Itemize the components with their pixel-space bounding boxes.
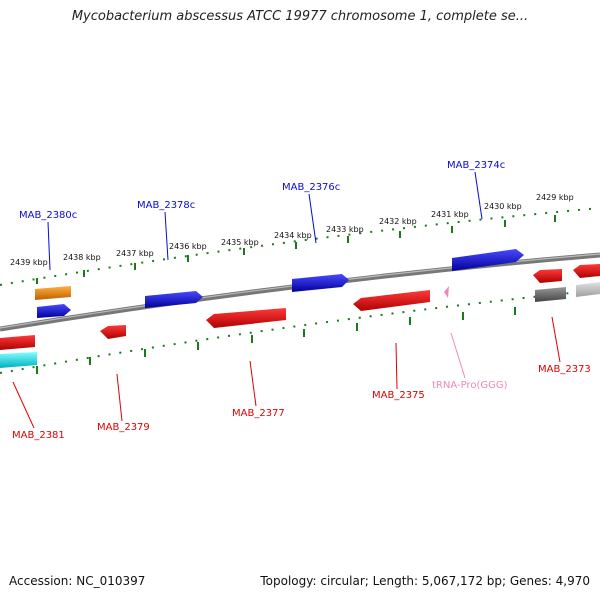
gene-mab-2375-arrow[interactable] <box>353 290 430 311</box>
gene-label-mab-2373[interactable]: MAB_2373 <box>538 364 591 375</box>
callout-mab-2381 <box>12 381 35 429</box>
gene-label-mab-2378c[interactable]: MAB_2378c <box>137 200 195 211</box>
gene-gray-light[interactable] <box>576 282 600 297</box>
gene-label-mab-2381[interactable]: MAB_2381 <box>12 430 65 441</box>
gene-gray-dark[interactable] <box>535 287 566 302</box>
gene-mab-2379-arrow[interactable] <box>100 325 126 339</box>
outer-major-ticks <box>36 215 556 284</box>
callout-mab-2380c <box>47 221 51 271</box>
kbp-label: 2435 kbp <box>221 238 259 247</box>
gene-mab-2377-arrow[interactable] <box>206 308 286 328</box>
kbp-label: 2438 kbp <box>63 253 101 262</box>
kbp-label: 2431 kbp <box>431 210 469 219</box>
callout-mab-2377 <box>249 360 257 407</box>
gene-label-mab-2380c[interactable]: MAB_2380c <box>19 210 77 221</box>
map-title: Mycobacterium abscessus ATCC 19977 chrom… <box>71 9 529 24</box>
kbp-label: 2434 kbp <box>274 231 312 240</box>
kbp-label: 2432 kbp <box>379 217 417 226</box>
kbp-label: 2429 kbp <box>536 193 574 202</box>
callout-mab-2375 <box>395 342 398 390</box>
callout-mab-2373 <box>551 316 561 363</box>
callout-mab-2374c <box>474 171 483 220</box>
callout-mab-2376c <box>308 193 317 244</box>
chromosome-backbone <box>0 252 600 332</box>
kbp-label: 2439 kbp <box>10 258 48 267</box>
genome-summary-text: Topology: circular; Length: 5,067,172 bp… <box>260 574 590 588</box>
gene-label-mab-2376c[interactable]: MAB_2376c <box>282 182 340 193</box>
gene-label-trna-pro[interactable]: tRNA-Pro(GGG) <box>432 380 508 391</box>
gene-mab-2380c-arrow[interactable] <box>37 304 71 318</box>
kbp-label: 2437 kbp <box>116 249 154 258</box>
gene-mab-2378c-arrow[interactable] <box>145 291 203 308</box>
gene-label-mab-2375[interactable]: MAB_2375 <box>372 390 425 401</box>
kbp-labels: 2439 kbp 2438 kbp 2437 kbp 2436 kbp 2435… <box>10 193 574 267</box>
gene-trna-pro[interactable] <box>444 286 449 298</box>
gene-label-mab-2377[interactable]: MAB_2377 <box>232 408 285 419</box>
inner-major-ticks <box>36 307 516 374</box>
kbp-label: 2436 kbp <box>169 242 207 251</box>
gene-label-mab-2379[interactable]: MAB_2379 <box>97 422 150 433</box>
gene-orange[interactable] <box>35 286 71 300</box>
callout-mab-2378c <box>164 211 169 261</box>
gene-mab-2373-arrow[interactable] <box>533 264 600 283</box>
gene-mab-2381-arrow[interactable] <box>0 335 35 350</box>
gene-cyan[interactable] <box>0 352 37 368</box>
callout-mab-2379 <box>116 373 123 422</box>
accession-text: Accession: NC_010397 <box>9 574 146 588</box>
gene-mab-2374c-arrow[interactable] <box>452 249 524 271</box>
kbp-label: 2433 kbp <box>326 225 364 234</box>
outer-tick-ring <box>0 207 600 286</box>
kbp-label: 2430 kbp <box>484 202 522 211</box>
gene-mab-2376c-arrow[interactable] <box>292 274 349 292</box>
callout-trna-pro <box>450 332 466 379</box>
gene-label-mab-2374c[interactable]: MAB_2374c <box>447 160 505 171</box>
